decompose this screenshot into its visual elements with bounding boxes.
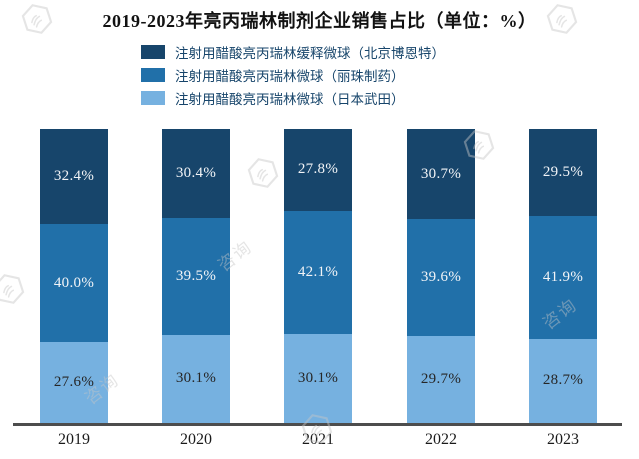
bar-segment: 29.7%	[407, 335, 475, 423]
x-axis-tick-label: 2021	[302, 431, 334, 448]
watermark	[242, 152, 285, 195]
segment-value-label: 30.1%	[297, 370, 339, 387]
legend-item-label: 注射用醋酸亮丙瑞林缓释微球（北京博恩特）	[175, 46, 445, 61]
bar-segment: 30.1%	[162, 334, 230, 423]
bar-segment: 27.6%	[40, 341, 108, 423]
watermark-hexagon-icon	[247, 158, 279, 188]
bar-segment: 28.7%	[529, 338, 597, 423]
legend-swatch-icon	[141, 45, 165, 59]
segment-value-label: 29.7%	[420, 370, 462, 387]
legend-item-label: 注射用醋酸亮丙瑞林微球（丽珠制药）	[175, 69, 405, 84]
bar-segment: 40.0%	[40, 224, 108, 342]
bar-segment: 30.7%	[407, 129, 475, 220]
bar-segment: 30.1%	[284, 334, 352, 423]
bar-segment: 41.9%	[529, 215, 597, 339]
bar-2021: 27.8% 42.1% 30.1%	[284, 129, 352, 423]
segment-value-label: 40.0%	[53, 274, 95, 291]
legend-swatch-icon	[141, 91, 165, 105]
segment-value-label: 28.7%	[542, 372, 584, 389]
watermark	[0, 268, 30, 311]
x-axis-tick-label: 2022	[425, 431, 457, 448]
watermark-hexagon-icon	[0, 274, 25, 304]
bar-2020: 30.4% 39.5% 30.1%	[162, 129, 230, 423]
segment-value-label: 30.1%	[175, 370, 217, 387]
segment-value-label: 39.5%	[175, 267, 217, 284]
segment-value-label: 27.6%	[53, 373, 95, 390]
legend: 注射用醋酸亮丙瑞林缓释微球（北京博恩特） 注射用醋酸亮丙瑞林微球（丽珠制药） 注射用…	[141, 45, 445, 107]
legend-item: 注射用醋酸亮丙瑞林缓释微球（北京博恩特）	[141, 45, 445, 61]
legend-item-label: 注射用醋酸亮丙瑞林微球（日本武田）	[175, 92, 405, 107]
x-axis-tick-label: 2019	[58, 431, 90, 448]
bar-2022: 30.7% 39.6% 29.7%	[407, 129, 475, 423]
segment-value-label: 39.6%	[420, 268, 462, 285]
chart-title: 2019-2023年亮丙瑞林制剂企业销售占比（单位：%）	[102, 11, 537, 31]
bar-segment: 29.5%	[529, 129, 597, 216]
segment-value-label: 29.5%	[542, 163, 584, 180]
segment-value-label: 30.4%	[175, 165, 217, 182]
bar-segment: 32.4%	[40, 129, 108, 225]
segment-value-label: 32.4%	[53, 168, 95, 185]
segment-value-label: 41.9%	[542, 268, 584, 285]
segment-value-label: 42.1%	[297, 264, 339, 281]
legend-item: 注射用醋酸亮丙瑞林微球（丽珠制药）	[141, 68, 445, 84]
bar-segment: 42.1%	[284, 210, 352, 335]
bar-2019: 32.4% 40.0% 27.6%	[40, 129, 108, 423]
bar-segment: 30.4%	[162, 129, 230, 219]
segment-value-label: 30.7%	[420, 165, 462, 182]
segment-value-label: 27.8%	[297, 161, 339, 178]
bar-segment: 39.5%	[162, 218, 230, 335]
legend-swatch-icon	[141, 68, 165, 82]
legend-item: 注射用醋酸亮丙瑞林微球（日本武田）	[141, 91, 445, 107]
bar-segment: 27.8%	[284, 129, 352, 211]
bar-2023: 29.5% 41.9% 28.7%	[529, 129, 597, 423]
bar-segment: 39.6%	[407, 219, 475, 336]
x-axis-tick-label: 2023	[547, 431, 579, 448]
x-axis-tick-label: 2020	[180, 431, 212, 448]
x-axis-line	[13, 423, 622, 426]
